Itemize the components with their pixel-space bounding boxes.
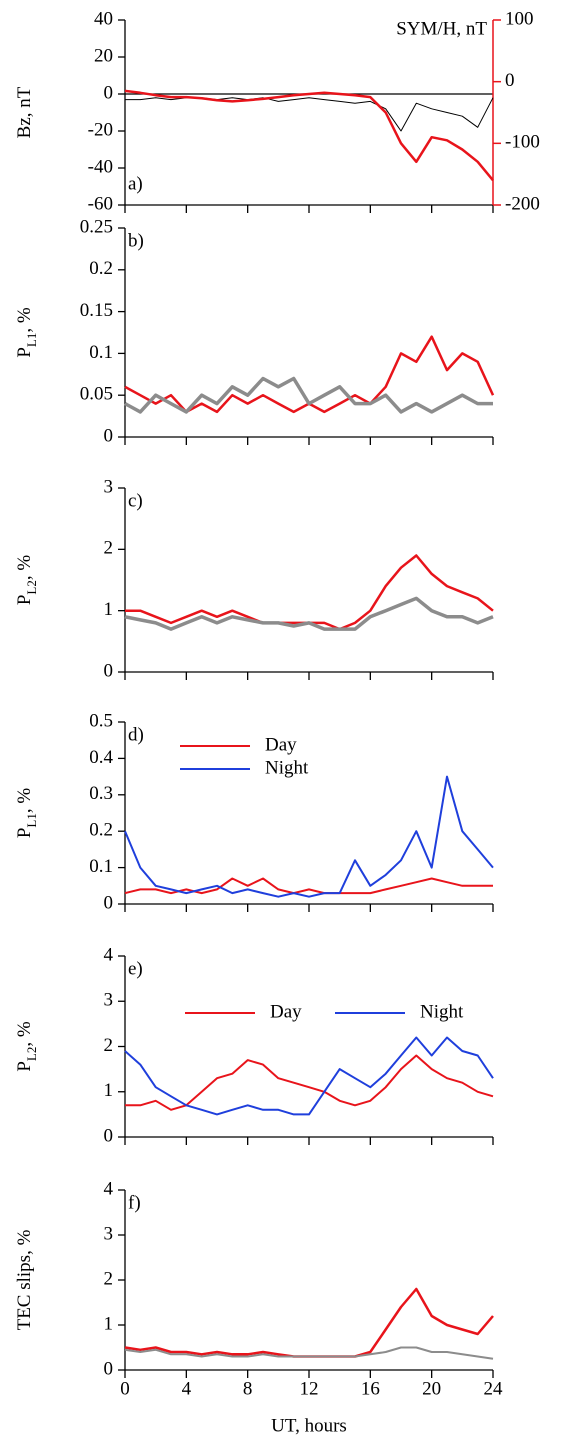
y-tick-label: 0.15 — [80, 300, 113, 321]
y-axis-label-part: P — [14, 828, 35, 839]
y-tick-label: 4 — [104, 944, 114, 965]
series-line — [124, 1346, 494, 1360]
y-axis-label-sub: L1 — [24, 333, 39, 347]
y-tick-label: 0.4 — [89, 747, 113, 768]
y-axis-label-part: P — [14, 1061, 35, 1072]
legend-label: Night — [265, 757, 309, 778]
series-line — [124, 596, 494, 631]
y-axis-label-sub: L2 — [24, 580, 39, 594]
y-axis-label-part: , % — [14, 555, 35, 581]
y2-axis-label: SYM/H, nT — [396, 18, 487, 39]
x-tick-label: 12 — [300, 1378, 319, 1399]
y2-tick-label: -200 — [505, 193, 540, 214]
series-line — [124, 89, 494, 182]
y-tick-label: 0.5 — [89, 710, 113, 731]
legend-label: Day — [270, 1001, 302, 1022]
y-axis-label-part: , % — [14, 1021, 35, 1047]
y-axis-label: TEC slips, % — [14, 1229, 35, 1330]
y-tick-label: -20 — [88, 119, 113, 140]
y-axis-label: PL1, % — [14, 307, 39, 358]
y-tick-label: 0.05 — [80, 384, 113, 405]
y-axis-label: PL1, % — [14, 788, 39, 839]
y-axis-label-part: , % — [14, 788, 35, 814]
y-axis-label: Bz, nT — [14, 86, 35, 138]
y-axis-label-part: P — [14, 347, 35, 358]
y-tick-label: 0.25 — [80, 216, 113, 237]
series-line — [124, 1036, 494, 1116]
y-tick-label: 3 — [104, 1223, 114, 1244]
y-tick-label: 1 — [104, 1080, 114, 1101]
y-tick-label: 0.1 — [89, 342, 113, 363]
y-axis-label-part: P — [14, 595, 35, 606]
panel-label: e) — [128, 958, 143, 979]
y-tick-label: 0 — [104, 660, 114, 681]
y-tick-label: 0.3 — [89, 783, 113, 804]
y-tick-label: 1 — [104, 1313, 114, 1334]
y-tick-label: 2 — [104, 1268, 114, 1289]
x-tick-label: 8 — [243, 1378, 253, 1399]
y-tick-label: 3 — [104, 476, 114, 497]
series-line — [124, 877, 493, 895]
y-tick-label: 0 — [104, 1358, 114, 1379]
x-tick-label: 4 — [182, 1378, 192, 1399]
y-tick-label: 0 — [104, 425, 114, 446]
series-line — [124, 1287, 494, 1358]
y-tick-label: 0 — [104, 82, 114, 103]
series-line — [124, 775, 494, 898]
panel-label: f) — [128, 1192, 141, 1213]
panel-label: c) — [128, 490, 143, 511]
y-axis-label: PL2, % — [14, 555, 39, 606]
y-tick-label: 0.1 — [89, 856, 113, 877]
panel-label: a) — [128, 173, 143, 194]
y-axis-label-part: TEC slips, % — [14, 1229, 35, 1330]
x-tick-label: 24 — [484, 1378, 504, 1399]
y-tick-label: 0.2 — [89, 820, 113, 841]
x-tick-label: 20 — [422, 1378, 441, 1399]
series-line — [125, 97, 494, 132]
y-tick-label: 2 — [104, 1035, 114, 1056]
y-axis-label-part: Bz, nT — [14, 86, 35, 138]
panel-label: b) — [128, 230, 144, 251]
y-axis-label-sub: L1 — [24, 813, 39, 827]
y-tick-label: 20 — [94, 45, 113, 66]
y-axis-label-sub: L2 — [24, 1047, 39, 1061]
y2-tick-label: 0 — [505, 70, 515, 91]
x-tick-label: 0 — [120, 1378, 130, 1399]
y-tick-label: 0.2 — [89, 258, 113, 279]
y-tick-label: 0 — [104, 892, 114, 913]
y-axis-label-part: , % — [14, 307, 35, 333]
legend-label: Day — [265, 734, 297, 755]
y2-tick-label: 100 — [505, 8, 534, 29]
legend-label: Night — [420, 1001, 464, 1022]
y2-tick-label: -100 — [505, 132, 540, 153]
y-tick-label: 3 — [104, 990, 114, 1011]
y-axis-label: PL2, % — [14, 1021, 39, 1072]
y-tick-label: 1 — [104, 599, 114, 620]
y-tick-label: -40 — [88, 156, 113, 177]
x-tick-label: 16 — [361, 1378, 380, 1399]
y-tick-label: 4 — [104, 1178, 114, 1199]
x-axis-label: UT, hours — [271, 1415, 347, 1436]
series-line — [125, 554, 494, 631]
series-line — [124, 376, 493, 414]
y-tick-label: -60 — [88, 193, 113, 214]
y-tick-label: 0 — [104, 1125, 114, 1146]
y-tick-label: 2 — [104, 538, 114, 559]
panel-label: d) — [128, 724, 144, 745]
y-tick-label: 40 — [94, 8, 113, 29]
